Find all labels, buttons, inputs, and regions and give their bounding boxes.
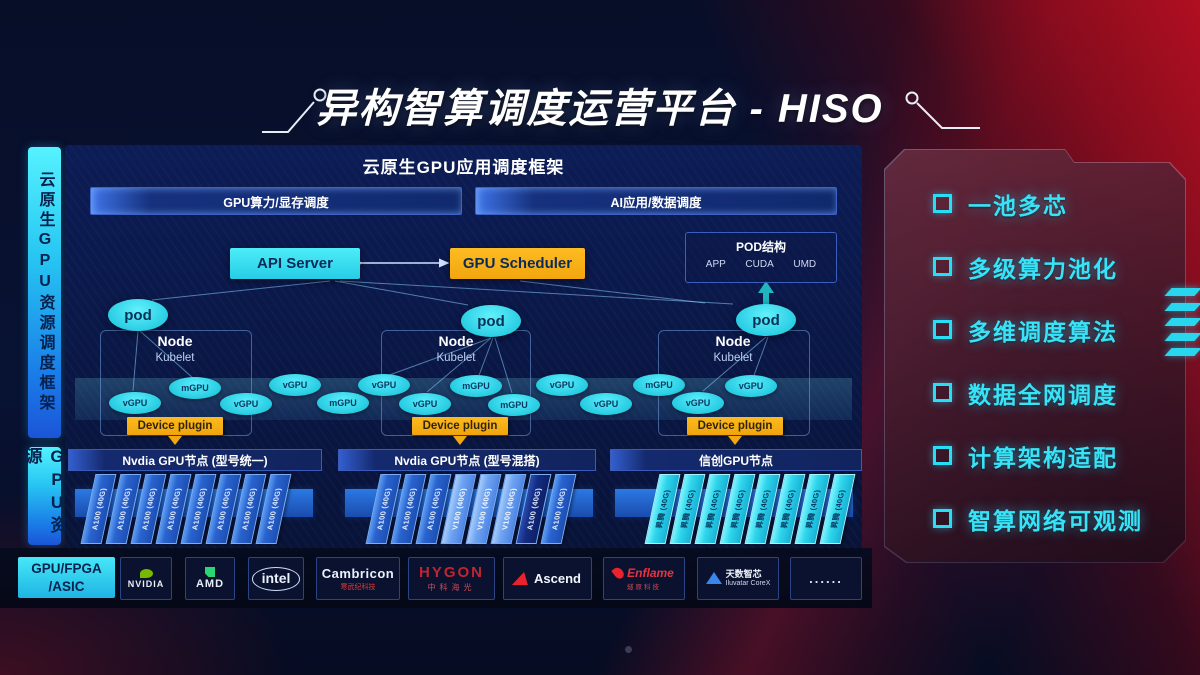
- vgpu-ellipse: vGPU: [269, 374, 321, 396]
- pod-structure-box: POD结构 APP CUDA UMD: [685, 232, 837, 283]
- pod-ellipse-2: pod: [461, 305, 521, 337]
- node-3-label: Node: [715, 333, 751, 349]
- device-plugin-1: Device plugin: [127, 417, 223, 435]
- logo-more: ......: [790, 557, 862, 600]
- vgpu-ellipse: vGPU: [580, 393, 632, 415]
- feature-item: 智算网络可观测: [933, 502, 1185, 536]
- node-1-label: Node: [157, 333, 193, 349]
- feature-item: 数据全网调度: [933, 376, 1185, 410]
- feature-item: 计算架构适配: [933, 439, 1185, 473]
- device-plugin-3: Device plugin: [687, 417, 783, 435]
- node-box-1: [100, 330, 252, 436]
- bar-gpu-compute-scheduling: GPU算力/显存调度: [90, 187, 462, 215]
- logo-iluvatar: 天数智芯 Iluvatar CoreX: [697, 557, 779, 600]
- vgpu-ellipse: vGPU: [672, 392, 724, 414]
- vendor-category-label: GPU/FPGA /ASIC: [18, 557, 115, 598]
- hazard-stripe-icon: [1164, 318, 1200, 326]
- logo-amd: AMD: [185, 557, 235, 600]
- amd-icon: [205, 567, 215, 577]
- enflame-icon: [611, 565, 626, 581]
- square-bullet-icon: [933, 446, 952, 465]
- vgpu-ellipse: vGPU: [109, 392, 161, 414]
- gpu-scheduler-box: GPU Scheduler: [450, 248, 585, 279]
- feature-item: 多维调度算法: [933, 313, 1185, 347]
- mgpu-ellipse: mGPU: [633, 374, 685, 396]
- logo-hygon: HYGON 中科海光: [408, 557, 495, 600]
- vgpu-ellipse: vGPU: [220, 393, 272, 415]
- pod-structure-item-cuda: CUDA: [745, 259, 774, 270]
- hazard-stripe-icon: [1164, 303, 1200, 311]
- hazard-stripe-icon: [1164, 348, 1200, 356]
- square-bullet-icon: [933, 383, 952, 402]
- bar-ai-data-scheduling: AI应用/数据调度: [475, 187, 837, 215]
- title-decoration-left: [262, 88, 327, 133]
- kubelet-3-label: Kubelet: [713, 352, 753, 364]
- framework-header: 云原生GPU应用调度框架: [362, 158, 565, 177]
- sidebar-label-scheduling-framework: 云原生GPU资源调度框架: [28, 147, 61, 438]
- nvidia-icon: [139, 568, 153, 578]
- vgpu-ellipse: vGPU: [725, 375, 777, 397]
- square-bullet-icon: [933, 194, 952, 213]
- pod-ellipse-1: pod: [108, 299, 168, 331]
- pod-structure-item-umd: UMD: [793, 259, 817, 270]
- gpu-group-title-uniform: Nvdia GPU节点 (型号统一): [68, 449, 322, 471]
- api-server-box: API Server: [230, 248, 360, 279]
- vendor-label-line1: GPU/FPGA: [31, 560, 102, 576]
- logo-cambricon: Cambricon 寒武纪科技: [316, 557, 400, 600]
- logo-intel: intel: [248, 557, 304, 600]
- pod-structure-item-app: APP: [705, 259, 726, 270]
- kubelet-1-label: Kubelet: [155, 352, 195, 364]
- logo-enflame: Enflame 燧原科技: [603, 557, 685, 600]
- scheduling-framework-panel: 云原生GPU应用调度框架 GPU算力/显存调度 AI应用/数据调度: [65, 145, 862, 555]
- mgpu-ellipse: mGPU: [317, 392, 369, 414]
- mgpu-ellipse: mGPU: [450, 375, 502, 397]
- page-indicator-dot: [625, 646, 632, 653]
- logo-ascend: Ascend: [503, 557, 592, 600]
- sidebar-label-gpu-resources: GPU资源: [23, 447, 67, 545]
- pod-structure-title: POD结构: [735, 240, 786, 254]
- feature-item: 多级算力池化: [933, 250, 1185, 284]
- vgpu-ellipse: vGPU: [536, 374, 588, 396]
- feature-item: 一池多芯: [933, 187, 1185, 221]
- title-decoration-right: [905, 91, 980, 129]
- logo-nvidia: NVIDIA: [120, 557, 172, 600]
- gpu-group-title-mixed: Nvdia GPU节点 (型号混搭): [338, 449, 596, 471]
- vendor-label-line2: /ASIC: [48, 578, 85, 594]
- mgpu-ellipse: mGPU: [488, 394, 540, 416]
- device-plugin-2: Device plugin: [412, 417, 508, 435]
- hazard-stripe-icon: [1164, 333, 1200, 341]
- hazard-stripe-icon: [1164, 288, 1200, 296]
- device-plugin-arrow: [168, 436, 182, 445]
- node-2-label: Node: [438, 333, 474, 349]
- gpu-group-title-xinchuang: 信创GPU节点: [610, 449, 862, 471]
- vgpu-ellipse: vGPU: [399, 393, 451, 415]
- pod-ellipse-3: pod: [736, 304, 796, 336]
- features-panel: 一池多芯 多级算力池化 多维调度算法 数据全网调度 计算架构适配 智算网络可观测: [885, 150, 1185, 562]
- iluvatar-icon: [705, 572, 722, 585]
- mgpu-ellipse: mGPU: [169, 377, 221, 399]
- page-title: 异构智算调度运营平台 - HISO: [316, 87, 884, 131]
- kubelet-2-label: Kubelet: [436, 352, 476, 364]
- device-plugin-arrow: [728, 436, 742, 445]
- device-plugin-arrow: [453, 436, 467, 445]
- vgpu-ellipse: vGPU: [358, 374, 410, 396]
- square-bullet-icon: [933, 257, 952, 276]
- square-bullet-icon: [933, 320, 952, 339]
- ascend-icon: [511, 572, 533, 585]
- square-bullet-icon: [933, 509, 952, 528]
